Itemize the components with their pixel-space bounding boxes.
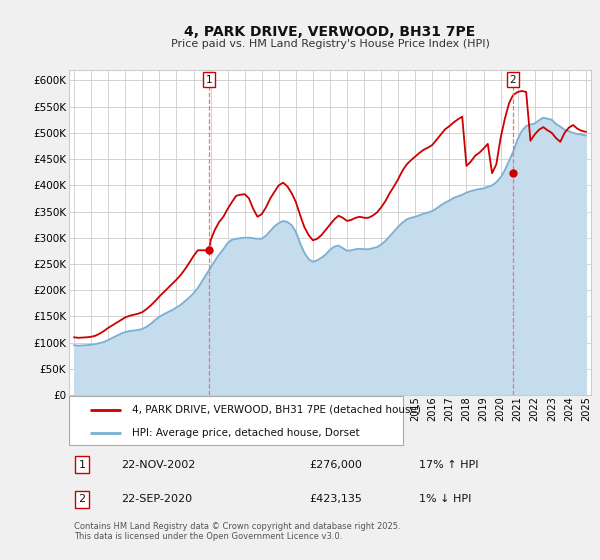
Text: 1: 1 — [206, 75, 212, 85]
Text: HPI: Average price, detached house, Dorset: HPI: Average price, detached house, Dors… — [131, 427, 359, 437]
Text: £423,135: £423,135 — [309, 494, 362, 505]
Text: 22-NOV-2002: 22-NOV-2002 — [121, 460, 196, 470]
Text: 17% ↑ HPI: 17% ↑ HPI — [419, 460, 478, 470]
Text: 4, PARK DRIVE, VERWOOD, BH31 7PE: 4, PARK DRIVE, VERWOOD, BH31 7PE — [184, 25, 476, 39]
Text: 22-SEP-2020: 22-SEP-2020 — [121, 494, 193, 505]
Text: 1: 1 — [79, 460, 86, 470]
Text: 2: 2 — [510, 75, 517, 85]
Text: £276,000: £276,000 — [309, 460, 362, 470]
FancyBboxPatch shape — [69, 396, 403, 445]
Text: 1% ↓ HPI: 1% ↓ HPI — [419, 494, 471, 505]
Text: Price paid vs. HM Land Registry's House Price Index (HPI): Price paid vs. HM Land Registry's House … — [170, 39, 490, 49]
Text: 4, PARK DRIVE, VERWOOD, BH31 7PE (detached house): 4, PARK DRIVE, VERWOOD, BH31 7PE (detach… — [131, 404, 421, 414]
Text: Contains HM Land Registry data © Crown copyright and database right 2025.
This d: Contains HM Land Registry data © Crown c… — [74, 522, 401, 542]
Text: 2: 2 — [79, 494, 86, 505]
